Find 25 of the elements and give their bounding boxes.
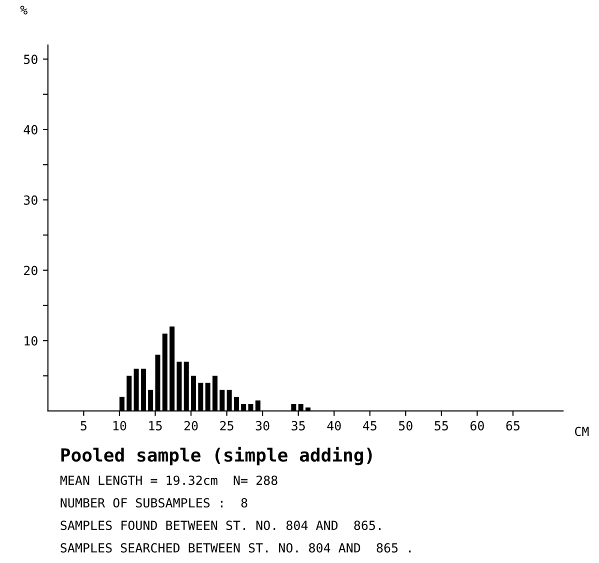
y-tick-label: 40 bbox=[24, 124, 38, 134]
text: NUMBER OF SUBSAMPLES : 8 bbox=[60, 498, 248, 508]
x-tick-label: 60 bbox=[470, 421, 484, 430]
x-tick-label: 45 bbox=[362, 421, 376, 430]
x-tick-label: 15 bbox=[149, 421, 162, 430]
x-tick-label: 25 bbox=[220, 421, 234, 430]
text: SAMPLES FOUND BETWEEN ST. NO. 804 AND 865. bbox=[60, 520, 380, 530]
x-tick-label: 10 bbox=[113, 421, 126, 430]
x-axis-title: CM bbox=[575, 426, 589, 436]
x-tick-label: 40 bbox=[327, 421, 341, 430]
y-axis-title: % bbox=[20, 6, 28, 14]
y-tick-label: 50 bbox=[24, 54, 38, 64]
y-tick-label: 30 bbox=[24, 195, 38, 205]
text: Pooled sample (simple adding) bbox=[61, 446, 372, 466]
text: MEAN LENGTH = 19.32cm N= 288 bbox=[60, 476, 278, 486]
x-tick-label: 35 bbox=[292, 421, 305, 430]
x-tick-label: 65 bbox=[506, 421, 520, 430]
x-tick-label: 50 bbox=[399, 421, 412, 430]
x-tick-label: 20 bbox=[184, 421, 198, 430]
x-tick-label: 5 bbox=[80, 421, 86, 430]
x-tick-label: 55 bbox=[434, 421, 448, 430]
y-tick-label: 10 bbox=[24, 336, 38, 346]
x-tick-label: 30 bbox=[256, 421, 270, 430]
y-tick-label: 20 bbox=[24, 266, 38, 276]
text: SAMPLES SEARCHED BETWEEN ST. NO. 804 AND 865 . bbox=[60, 543, 411, 553]
